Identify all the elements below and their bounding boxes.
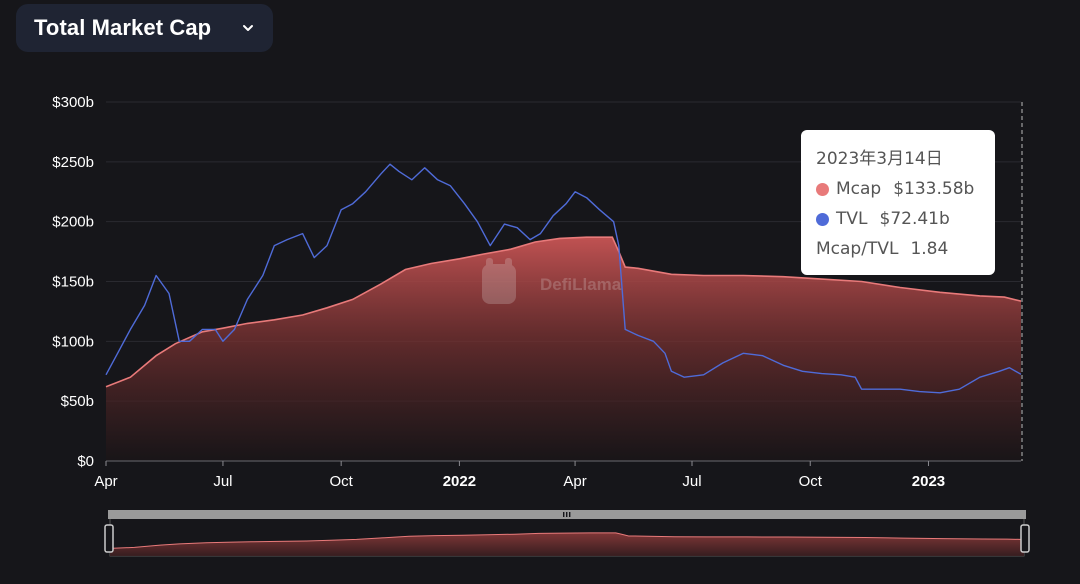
tvl-series — [105, 163, 1022, 394]
mcap-area-fill — [106, 237, 1021, 461]
x-tick-label: 2023 — [912, 473, 945, 490]
chart-tooltip: 2023年3月14日 Mcap $133.58b TVL $72.41b Mca… — [801, 130, 995, 275]
y-tick-label: $300b — [52, 94, 94, 111]
y-tick-label: $150b — [52, 274, 94, 291]
x-tick-label: Apr — [563, 473, 586, 490]
x-tick-label: Jul — [682, 473, 701, 490]
y-axis: $0 $50b $100b $150b $200b $250b $300b — [52, 94, 1021, 470]
brush-mcap-area — [110, 532, 1024, 556]
tooltip-date: 2023年3月14日 — [816, 149, 943, 169]
llama-logo — [482, 258, 516, 304]
tvl-line — [105, 163, 1022, 394]
brush-grip-icon — [563, 512, 571, 517]
tooltip-label-mcap: Mcap — [836, 179, 882, 199]
mcap-area — [105, 236, 1022, 461]
chevron-down-icon — [243, 25, 253, 31]
mcap-line — [105, 236, 1022, 388]
y-tick-label: $250b — [52, 154, 94, 171]
y-tick-label: $0 — [77, 453, 94, 470]
brush-mcap-line — [109, 532, 1025, 549]
y-tick-label: $50b — [61, 393, 94, 410]
mcap-legend-dot — [816, 182, 829, 196]
metric-selector[interactable]: Total Market Cap — [16, 4, 273, 52]
tooltip-row-mcap: Mcap $133.58b — [816, 174, 995, 204]
tooltip-ratio-value: 1.84 — [910, 239, 949, 259]
tvl-legend-dot — [816, 212, 829, 226]
tooltip-value-tvl: $72.41b — [879, 209, 950, 229]
tooltip-row-tvl: TVL $72.41b — [816, 204, 995, 234]
range-brush[interactable] — [104, 510, 1030, 557]
brush-handle-left[interactable] — [104, 524, 114, 553]
x-axis: Apr Jul Oct 2022 Apr Jul Oct 2023 — [94, 461, 945, 490]
x-tick-label: Oct — [799, 473, 823, 490]
brush-handle-right[interactable] — [1020, 524, 1030, 553]
metric-selector-label: Total Market Cap — [34, 15, 212, 40]
tooltip-ratio-label: Mcap/TVL — [816, 239, 899, 259]
x-tick-label: Apr — [94, 473, 117, 490]
brush-preview — [109, 532, 1025, 556]
x-tick-label: Jul — [213, 473, 232, 490]
watermark: DefiLlama — [482, 258, 622, 304]
x-tick-label: Oct — [330, 473, 354, 490]
y-tick-label: $100b — [52, 333, 94, 350]
watermark-text: DefiLlama — [540, 275, 622, 294]
tooltip-row-ratio: Mcap/TVL 1.84 — [816, 234, 995, 264]
y-tick-label: $200b — [52, 214, 94, 231]
tooltip-value-mcap: $133.58b — [893, 179, 975, 199]
x-tick-label: 2022 — [443, 473, 476, 490]
tooltip-label-tvl: TVL — [836, 209, 868, 229]
